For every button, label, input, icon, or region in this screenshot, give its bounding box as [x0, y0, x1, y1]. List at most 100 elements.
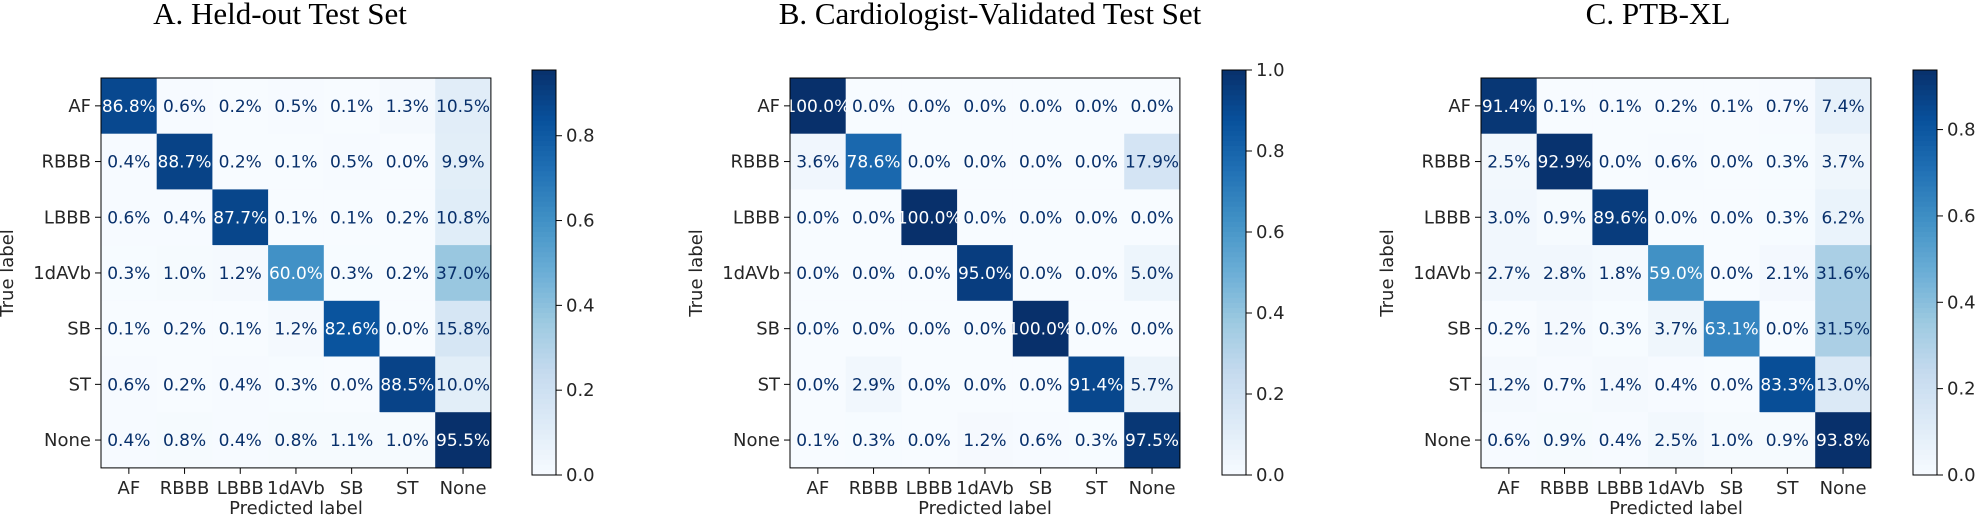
colorbar-segment: [532, 313, 556, 319]
heatmap-cell: [845, 300, 902, 358]
cell-label: 0.4%: [219, 375, 262, 395]
colorbar-segment: [1222, 140, 1246, 147]
colorbar-segment: [532, 105, 556, 112]
cell-label: 0.6%: [107, 208, 150, 228]
colorbar-segment: [532, 277, 556, 284]
heatmap-cell: [1648, 412, 1705, 469]
colorbar-segment: [532, 191, 556, 198]
heatmap-cell: [1124, 78, 1181, 135]
colorbar-tick-label: 0.4: [566, 295, 595, 316]
heatmap-cell: [790, 356, 847, 413]
heatmap-cell: [156, 78, 213, 135]
y-axis-label: True label: [1377, 229, 1398, 318]
cell-label: 0.0%: [1599, 153, 1642, 173]
colorbar-segment: [1222, 130, 1246, 137]
heatmap-cell: [901, 300, 958, 358]
colorbar-segment: [1913, 459, 1937, 466]
cell-label: 2.5%: [1654, 431, 1697, 451]
colorbar-segment: [1222, 232, 1246, 238]
colorbar-segment: [532, 90, 556, 96]
x-axis-label: Predicted label: [1609, 498, 1743, 519]
x-axis-label: Predicted label: [918, 498, 1052, 519]
heatmap-cell: [957, 356, 1014, 413]
heatmap-cell: [156, 412, 213, 469]
colorbar-segment: [1222, 292, 1246, 299]
heatmap-cell: [156, 356, 213, 413]
heatmap-cell: [268, 412, 325, 469]
colorbar-segment: [532, 176, 556, 182]
colorbar-segment: [1913, 409, 1937, 415]
cell-label: 0.0%: [963, 320, 1006, 340]
colorbar-segment: [1222, 459, 1246, 466]
colorbar-segment: [1222, 343, 1246, 350]
cell-label: 0.0%: [852, 208, 895, 228]
colorbar-segment: [1913, 216, 1937, 223]
heatmap-cell: [901, 133, 958, 190]
colorbar-segment: [532, 186, 556, 193]
colorbar-segment: [1913, 186, 1937, 193]
colorbar-segment: [1222, 110, 1246, 117]
colorbar-segment: [1913, 100, 1937, 107]
heatmap-cell: [1815, 245, 1872, 302]
colorbar-segment: [1222, 201, 1246, 208]
cell-label: 1.1%: [330, 431, 373, 451]
cell-label: 82.6%: [325, 320, 379, 340]
heatmap-cell: [1536, 133, 1593, 190]
heatmap-cell: [212, 78, 269, 135]
colorbar-segment: [1913, 358, 1937, 365]
colorbar-segment: [1913, 85, 1937, 91]
cell-label: 10.8%: [436, 208, 490, 228]
cell-label: 0.0%: [386, 153, 429, 173]
colorbar-segment: [532, 247, 556, 253]
x-tick-label: SB: [340, 478, 364, 499]
y-tick-label: 1dAVb: [722, 263, 780, 284]
y-tick-label: AF: [757, 96, 780, 117]
heatmap-cell: [1648, 133, 1705, 190]
cell-label: 0.0%: [908, 375, 951, 395]
colorbar-segment: [1222, 257, 1246, 263]
colorbar-segment: [1913, 328, 1937, 334]
heatmap-cell: [845, 78, 902, 135]
heatmap-cell: [212, 133, 269, 190]
cell-label: 0.0%: [852, 264, 895, 284]
colorbar-segment: [532, 151, 556, 157]
cell-label: 0.4%: [219, 431, 262, 451]
heatmap-cell: [1648, 245, 1705, 302]
heatmap-cell: [1481, 133, 1538, 190]
colorbar-segment: [1222, 287, 1246, 294]
heatmap-cell: [1012, 78, 1070, 135]
colorbar-segment: [1913, 464, 1937, 471]
colorbar-segment: [1913, 201, 1937, 208]
colorbar-segment: [532, 383, 556, 390]
cell-label: 2.5%: [1487, 153, 1530, 173]
colorbar-segment: [1913, 399, 1937, 405]
heatmap-cell: [845, 189, 902, 246]
colorbar-segment: [1222, 409, 1246, 415]
cell-label: 0.0%: [796, 320, 839, 340]
cell-label: 1.0%: [1710, 431, 1753, 451]
cell-label: 0.4%: [107, 153, 150, 173]
colorbar-segment: [532, 196, 556, 203]
heatmap-cell: [435, 300, 492, 358]
heatmap-cell: [268, 356, 325, 413]
colorbar-segment: [532, 282, 556, 289]
colorbar-segment: [532, 257, 556, 263]
heatmap-cell: [323, 78, 381, 135]
colorbar-tick-label: 0.2: [1256, 384, 1285, 405]
colorbar-segment: [1913, 90, 1937, 96]
cell-label: 0.0%: [1654, 208, 1697, 228]
colorbar-segment: [1913, 272, 1937, 279]
x-tick-label: SB: [1029, 478, 1053, 499]
cell-label: 0.0%: [908, 153, 951, 173]
colorbar-segment: [1913, 313, 1937, 319]
cell-label: 0.0%: [1075, 97, 1118, 117]
heatmap-cell: [957, 412, 1014, 469]
x-tick-label: 1dAVb: [267, 478, 325, 499]
cell-label: 0.7%: [1766, 97, 1809, 117]
colorbar-segment: [1913, 115, 1937, 122]
colorbar-segment: [1222, 444, 1246, 451]
colorbar-frame: [1912, 69, 1938, 476]
heatmap-cell: [845, 412, 902, 469]
cell-label: 2.1%: [1766, 264, 1809, 284]
cell-label: 2.7%: [1487, 264, 1530, 284]
